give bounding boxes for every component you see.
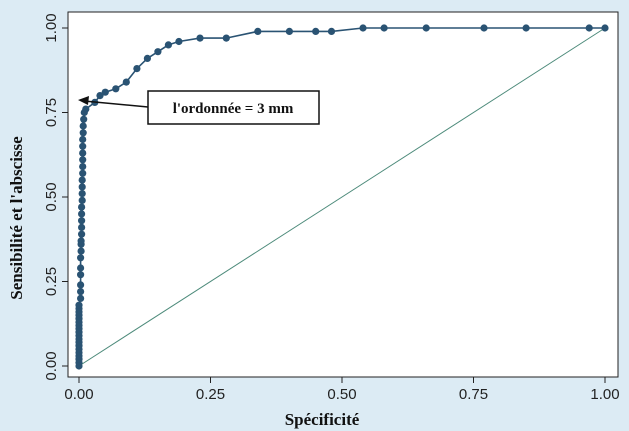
data-point [78,210,86,218]
data-point [112,85,120,93]
data-point [222,34,230,42]
data-point [312,27,320,35]
data-point [78,183,86,191]
data-point [77,271,85,279]
data-point [154,48,162,56]
annotation-arrow [83,100,149,108]
data-point [79,129,87,137]
data-point [78,196,86,204]
annotation-text: l'ordonnée = 3 mm [173,101,294,117]
data-point [79,169,87,177]
reference-diagonal [78,27,606,367]
data-point [422,24,430,32]
data-point [164,41,172,49]
y-tick-label: 0.25 [43,267,60,296]
data-point [175,37,183,46]
x-tick-label: 1.00 [590,386,619,403]
data-point [80,115,88,123]
data-point [78,217,86,225]
plot-area [67,11,619,378]
reference-line [78,27,606,367]
x-tick-label: 0.75 [459,386,488,403]
data-point [79,122,87,130]
data-point [78,223,86,231]
data-point [79,149,87,157]
y-tick-label: 0.75 [43,98,60,127]
data-point [77,247,85,255]
data-point [143,54,151,63]
data-point [79,156,87,164]
data-point [79,163,87,171]
x-axis-label: Spécificité [285,410,360,429]
data-point [122,78,130,86]
data-point [133,65,141,73]
data-point [585,24,593,32]
data-point [77,288,85,296]
data-point [77,254,85,262]
y-tick-label: 1.00 [43,13,60,42]
annotation-box [147,90,320,125]
data-point [77,237,85,245]
y-axis-label: Sensibilité et l'abscisse [7,136,26,300]
x-tick-label: 0.00 [64,386,93,403]
x-tick-label: 0.25 [196,386,225,403]
data-point [77,294,85,302]
data-point [77,264,85,272]
data-point [78,203,86,211]
data-point [380,24,388,32]
roc-curve [75,24,609,370]
data-point [522,24,530,32]
data-point [78,176,86,184]
data-point [77,281,85,289]
data-point [96,92,104,100]
data-point [78,190,86,198]
data-point [359,24,367,32]
data-point [601,24,609,32]
data-point [285,27,293,35]
data-point [82,105,90,113]
data-point [75,301,83,309]
x-tick-label: 0.50 [327,386,356,403]
y-tick-label: 0.50 [43,182,60,211]
data-point [79,135,87,144]
annotation-arrowhead [78,96,89,105]
annotation: l'ordonnée = 3 mm [78,90,320,125]
data-point [327,27,336,35]
data-point [101,88,109,96]
data-point [78,230,86,238]
data-point [480,24,488,32]
data-point [254,27,262,35]
y-tick-label: 0.00 [43,351,60,380]
data-point [79,142,87,150]
axes: 0.000.00 0.25 0.25 0.50 0.50 0.75 0.75 1.00 1.00 [43,13,620,403]
data-point [196,34,204,42]
